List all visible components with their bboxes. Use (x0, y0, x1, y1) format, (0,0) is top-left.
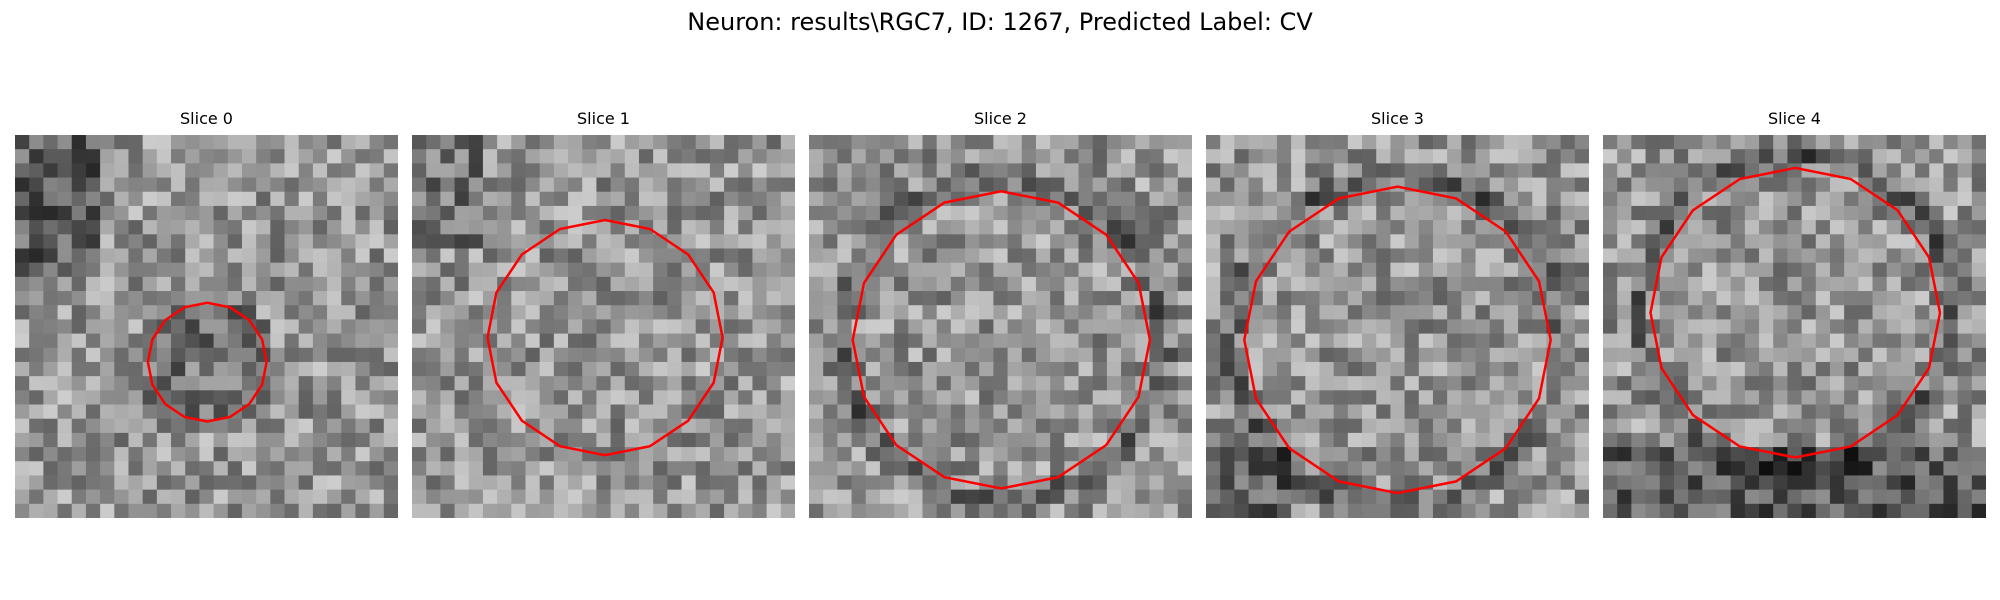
figure-title: Neuron: results\RGC7, ID: 1267, Predicte… (687, 8, 1313, 36)
slice-image (15, 135, 398, 518)
pixel-grid (809, 135, 1192, 518)
slice-image (412, 135, 795, 518)
neuron-contour (146, 301, 268, 423)
pixel-grid (1603, 135, 1986, 518)
slice-panel-1: Slice 1 (412, 108, 795, 518)
pixel-grid (412, 135, 795, 518)
slice-panel-3: Slice 3 (1206, 108, 1589, 518)
pixel-grid (15, 135, 398, 518)
slice-panel-2: Slice 2 (809, 108, 1192, 518)
neuron-contour (851, 190, 1152, 490)
neuron-contour (1649, 166, 1942, 459)
slice-image (1603, 135, 1986, 518)
pixel-grid (1206, 135, 1589, 518)
slice-title: Slice 4 (1768, 109, 1821, 128)
slice-title: Slice 0 (180, 109, 233, 128)
neuron-contour (486, 218, 724, 457)
slice-image (809, 135, 1192, 518)
slice-panel-4: Slice 4 (1603, 108, 1986, 518)
slice-image (1206, 135, 1589, 518)
slice-title: Slice 2 (974, 109, 1027, 128)
slice-title: Slice 3 (1371, 109, 1424, 128)
neuron-contour (1243, 185, 1552, 495)
slice-title: Slice 1 (577, 109, 630, 128)
slice-panel-0: Slice 0 (15, 108, 398, 518)
